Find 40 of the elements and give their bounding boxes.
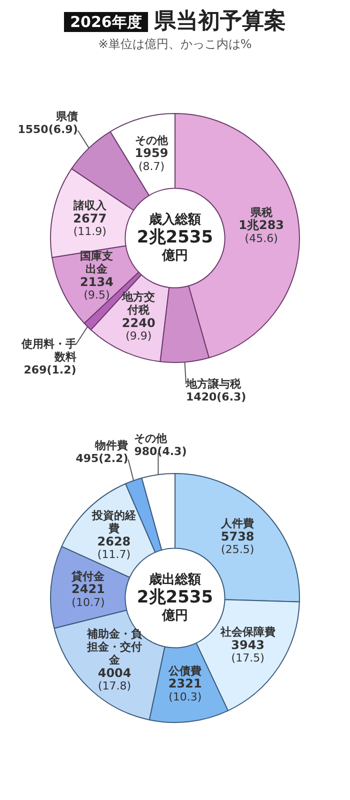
text: 億円 — [161, 247, 188, 264]
data-label: 4004(17.8) — [98, 666, 132, 693]
slice-label: 物件費 — [94, 438, 128, 452]
data-label: 2677(11.9) — [73, 211, 107, 238]
slice-label: 地方交付税 — [121, 290, 156, 317]
slice-label: 投資的経費 — [90, 509, 137, 536]
text: 歳入総額 — [148, 211, 201, 228]
slice-label: 諸収入 — [72, 199, 108, 212]
slice-label: 地方譲与税 — [185, 377, 242, 390]
data-label: 980(4.3) — [134, 445, 187, 458]
text: 2兆2535 — [136, 587, 214, 608]
slice-label: 県税 — [249, 206, 274, 219]
data-label: 3943(17.5) — [231, 638, 265, 665]
data-label: 269(1.2) — [24, 363, 76, 376]
data-label: 495(2.2) — [76, 452, 128, 465]
data-label: 2321(10.3) — [168, 676, 202, 704]
slice-label: 使用料・手数料 — [20, 337, 76, 364]
data-label: 5738(25.5) — [220, 529, 254, 556]
slice-label: 補助金・負担金・交付金 — [86, 628, 144, 667]
data-label: 1959(8.7) — [134, 146, 168, 173]
slice-label: 社会保障費 — [219, 626, 276, 639]
text: 歳出総額 — [148, 571, 201, 588]
slice-label: 国庫支出金 — [80, 250, 114, 276]
data-label: 2628(11.7) — [97, 534, 131, 562]
slice-label: その他 — [134, 134, 169, 147]
slice-label: その他 — [134, 432, 168, 446]
chart-subtitle: ※単位は億円、かっこ内は% — [97, 36, 253, 52]
slice-label: 人件費 — [220, 517, 254, 530]
data-label: 1兆283(45.6) — [238, 218, 284, 245]
slice-label: 公債費 — [168, 664, 202, 678]
slice-label: 県債 — [54, 110, 78, 123]
chart-title: 2026年度 県当初予算案 — [69, 9, 286, 34]
text: 2兆2535 — [136, 227, 214, 248]
slice-label: 貸付金 — [70, 570, 106, 583]
text: 億円 — [161, 607, 188, 624]
data-label: 2134(9.5) — [80, 274, 114, 302]
data-label: 2240(9.9) — [122, 316, 156, 343]
data-label: 2421(10.7) — [72, 582, 105, 609]
data-label: 1420(6.3) — [186, 390, 246, 404]
data-label: 1550(6.9) — [18, 122, 78, 136]
